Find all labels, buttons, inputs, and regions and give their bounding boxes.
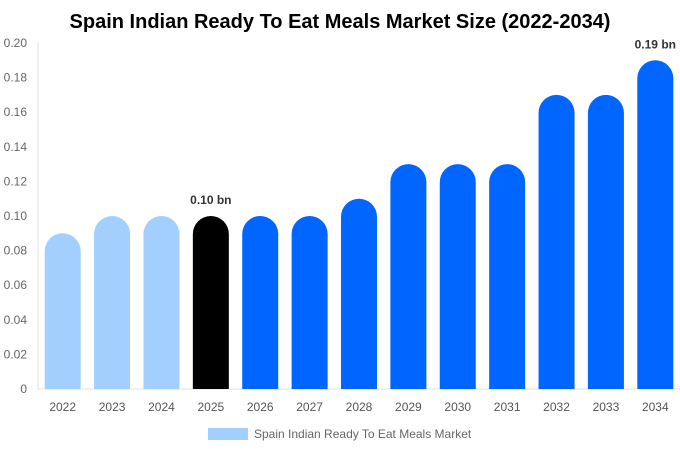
legend[interactable]: Spain Indian Ready To Eat Meals Market — [208, 427, 472, 441]
bar-2030[interactable] — [439, 164, 476, 389]
x-tick-label: 2030 — [444, 400, 471, 414]
legend-label: Spain Indian Ready To Eat Meals Market — [254, 427, 472, 441]
x-tick-label: 2029 — [395, 400, 422, 414]
y-tick-label: 0.04 — [4, 313, 28, 327]
bar-2026[interactable] — [242, 216, 279, 389]
y-tick-label: 0.06 — [4, 278, 28, 292]
y-tick-label: 0.10 — [4, 209, 28, 223]
legend-swatch — [208, 428, 248, 440]
bar-2025[interactable] — [192, 216, 229, 389]
x-tick-label: 2028 — [346, 400, 373, 414]
y-tick-label: 0.18 — [4, 71, 28, 85]
y-tick-label: 0.08 — [4, 244, 28, 258]
x-tick-label: 2027 — [296, 400, 323, 414]
y-tick-label: 0.12 — [4, 174, 28, 188]
y-tick-label: 0.16 — [4, 105, 28, 119]
bar-2023[interactable] — [94, 216, 131, 389]
bar-2022[interactable] — [44, 233, 81, 389]
y-tick-label: 0 — [20, 382, 27, 396]
y-tick-label: 0.20 — [4, 36, 28, 50]
x-tick-label: 2025 — [197, 400, 224, 414]
bar-2024[interactable] — [143, 216, 180, 389]
chart-title: Spain Indian Ready To Eat Meals Market S… — [70, 11, 611, 33]
data-label: 0.19 bn — [635, 37, 676, 51]
x-tick-label: 2031 — [494, 400, 521, 414]
bar-2034[interactable] — [637, 60, 674, 389]
y-tick-label: 0.02 — [4, 347, 28, 361]
y-tick-label: 0.14 — [4, 140, 28, 154]
bar-2029[interactable] — [390, 164, 427, 389]
bar-2028[interactable] — [341, 198, 377, 389]
x-tick-label: 2024 — [148, 400, 175, 414]
bar-2027[interactable] — [291, 216, 328, 389]
x-tick-label: 2034 — [642, 400, 669, 414]
bar-2033[interactable] — [587, 94, 624, 389]
bar-2031[interactable] — [489, 164, 526, 389]
x-tick-label: 2023 — [99, 400, 126, 414]
x-tick-label: 2033 — [593, 400, 620, 414]
x-tick-label: 2022 — [49, 400, 76, 414]
bar-2032[interactable] — [538, 94, 575, 389]
x-tick-label: 2032 — [543, 400, 570, 414]
data-label: 0.10 bn — [190, 193, 231, 207]
x-tick-label: 2026 — [247, 400, 274, 414]
